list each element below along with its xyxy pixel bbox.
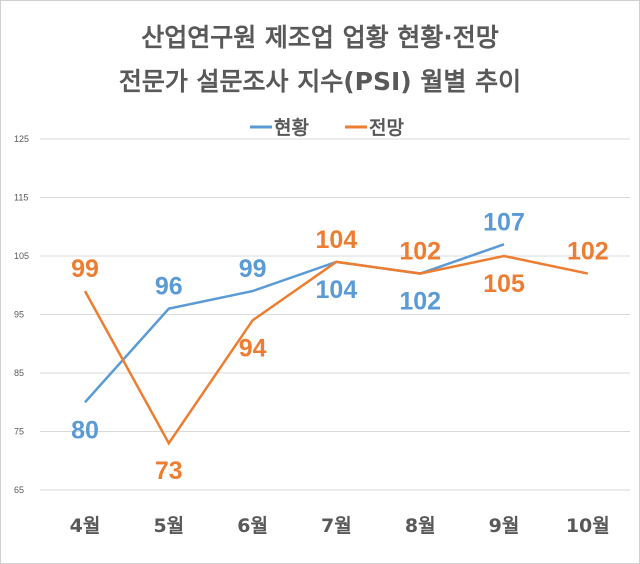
chart-title-line2: 전문가 설문조사 지수(PSI) 월별 추이 [118,67,522,96]
data-label: 102 [399,288,441,316]
y-tick-label: 65 [14,485,24,495]
series-line-전망 [83,254,589,446]
y-tick-label: 105 [14,251,29,261]
data-label: 104 [316,226,358,254]
data-label: 80 [71,416,99,444]
data-label: 99 [71,255,99,283]
x-tick-label: 4월 [70,515,101,537]
data-label: 104 [316,276,358,304]
data-label: 94 [239,334,267,362]
series-line-현황 [84,243,505,404]
x-tick-label: 9월 [489,515,520,537]
chart-title-line1: 산업연구원 제조업 업황 현황·전망 [141,23,499,52]
data-label: 105 [483,270,525,298]
x-tick-label: 7월 [321,515,352,537]
x-tick-label: 8월 [405,515,436,537]
data-label: 102 [567,238,609,266]
data-label: 96 [155,273,183,301]
x-tick-label: 6월 [237,515,268,537]
y-tick-label: 85 [14,368,24,378]
y-tick-label: 95 [14,310,24,320]
y-tick-label: 125 [14,134,29,144]
x-tick-label: 5월 [153,515,184,537]
x-tick-label: 10월 [566,515,610,537]
y-tick-label: 115 [14,193,28,203]
legend-label: 전망 [369,117,404,139]
data-label: 73 [155,457,183,485]
y-tick-label: 75 [14,427,24,437]
legend-label: 현황 [274,116,309,139]
data-label: 107 [483,208,525,236]
data-label: 102 [399,238,441,266]
data-label: 99 [239,255,267,283]
